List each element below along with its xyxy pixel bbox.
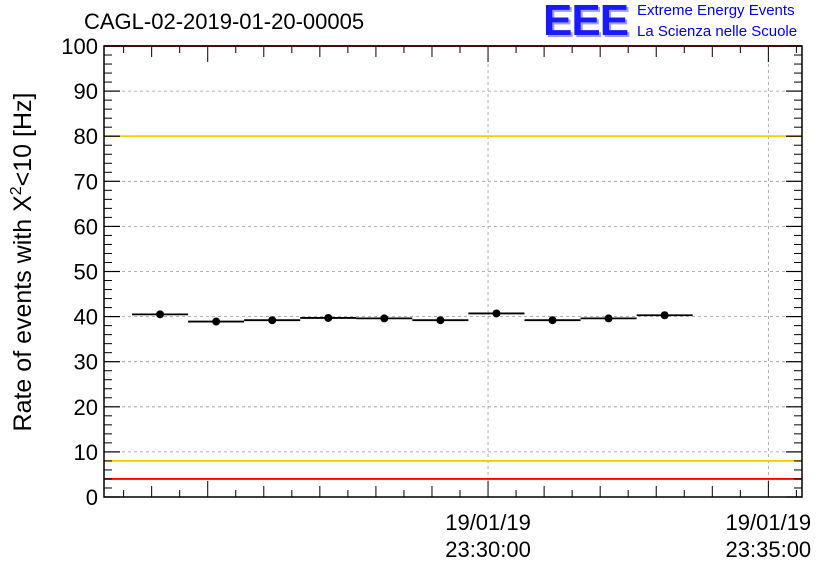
reference-lines	[104, 45, 802, 480]
logo-line-2: La Scienza nelle Scuole	[637, 23, 798, 40]
y-tick-label: 50	[74, 260, 98, 285]
data-series	[132, 309, 693, 326]
y-tick-label: 60	[74, 214, 98, 239]
data-point	[380, 314, 389, 323]
data-point	[436, 316, 445, 325]
y-tick-label: 100	[61, 34, 98, 59]
plot-frame	[103, 45, 803, 498]
y-tick-label: 30	[74, 350, 98, 375]
x-tick-date: 19/01/19	[726, 510, 812, 535]
y-tick-label: 40	[74, 305, 98, 330]
data-point	[324, 313, 333, 322]
axis-labels: 010203040506070809010019/01/1923:30:0019…	[61, 34, 811, 562]
data-point	[268, 316, 277, 325]
x-tick-time: 23:30:00	[445, 537, 531, 562]
y-axis-label: Rate of events with X2<10 [Hz]	[8, 93, 37, 432]
data-point	[212, 317, 221, 326]
data-point	[548, 316, 557, 325]
x-tick-date: 19/01/19	[445, 510, 531, 535]
y-tick-label: 80	[74, 124, 98, 149]
run-title: CAGL-02-2019-01-20-00005	[84, 9, 365, 34]
data-point	[660, 311, 669, 320]
data-point	[156, 310, 165, 319]
y-tick-label: 10	[74, 440, 98, 465]
grid	[104, 46, 802, 497]
data-point	[604, 314, 613, 323]
y-tick-label: 90	[74, 79, 98, 104]
y-tick-label: 70	[74, 169, 98, 194]
y-tick-label: 20	[74, 395, 98, 420]
data-point	[492, 309, 501, 318]
logo-line-1: Extreme Energy Events	[637, 2, 795, 19]
x-tick-time: 23:35:00	[726, 537, 812, 562]
eee-logo: EEE	[543, 0, 629, 45]
y-tick-label: 0	[86, 485, 98, 510]
